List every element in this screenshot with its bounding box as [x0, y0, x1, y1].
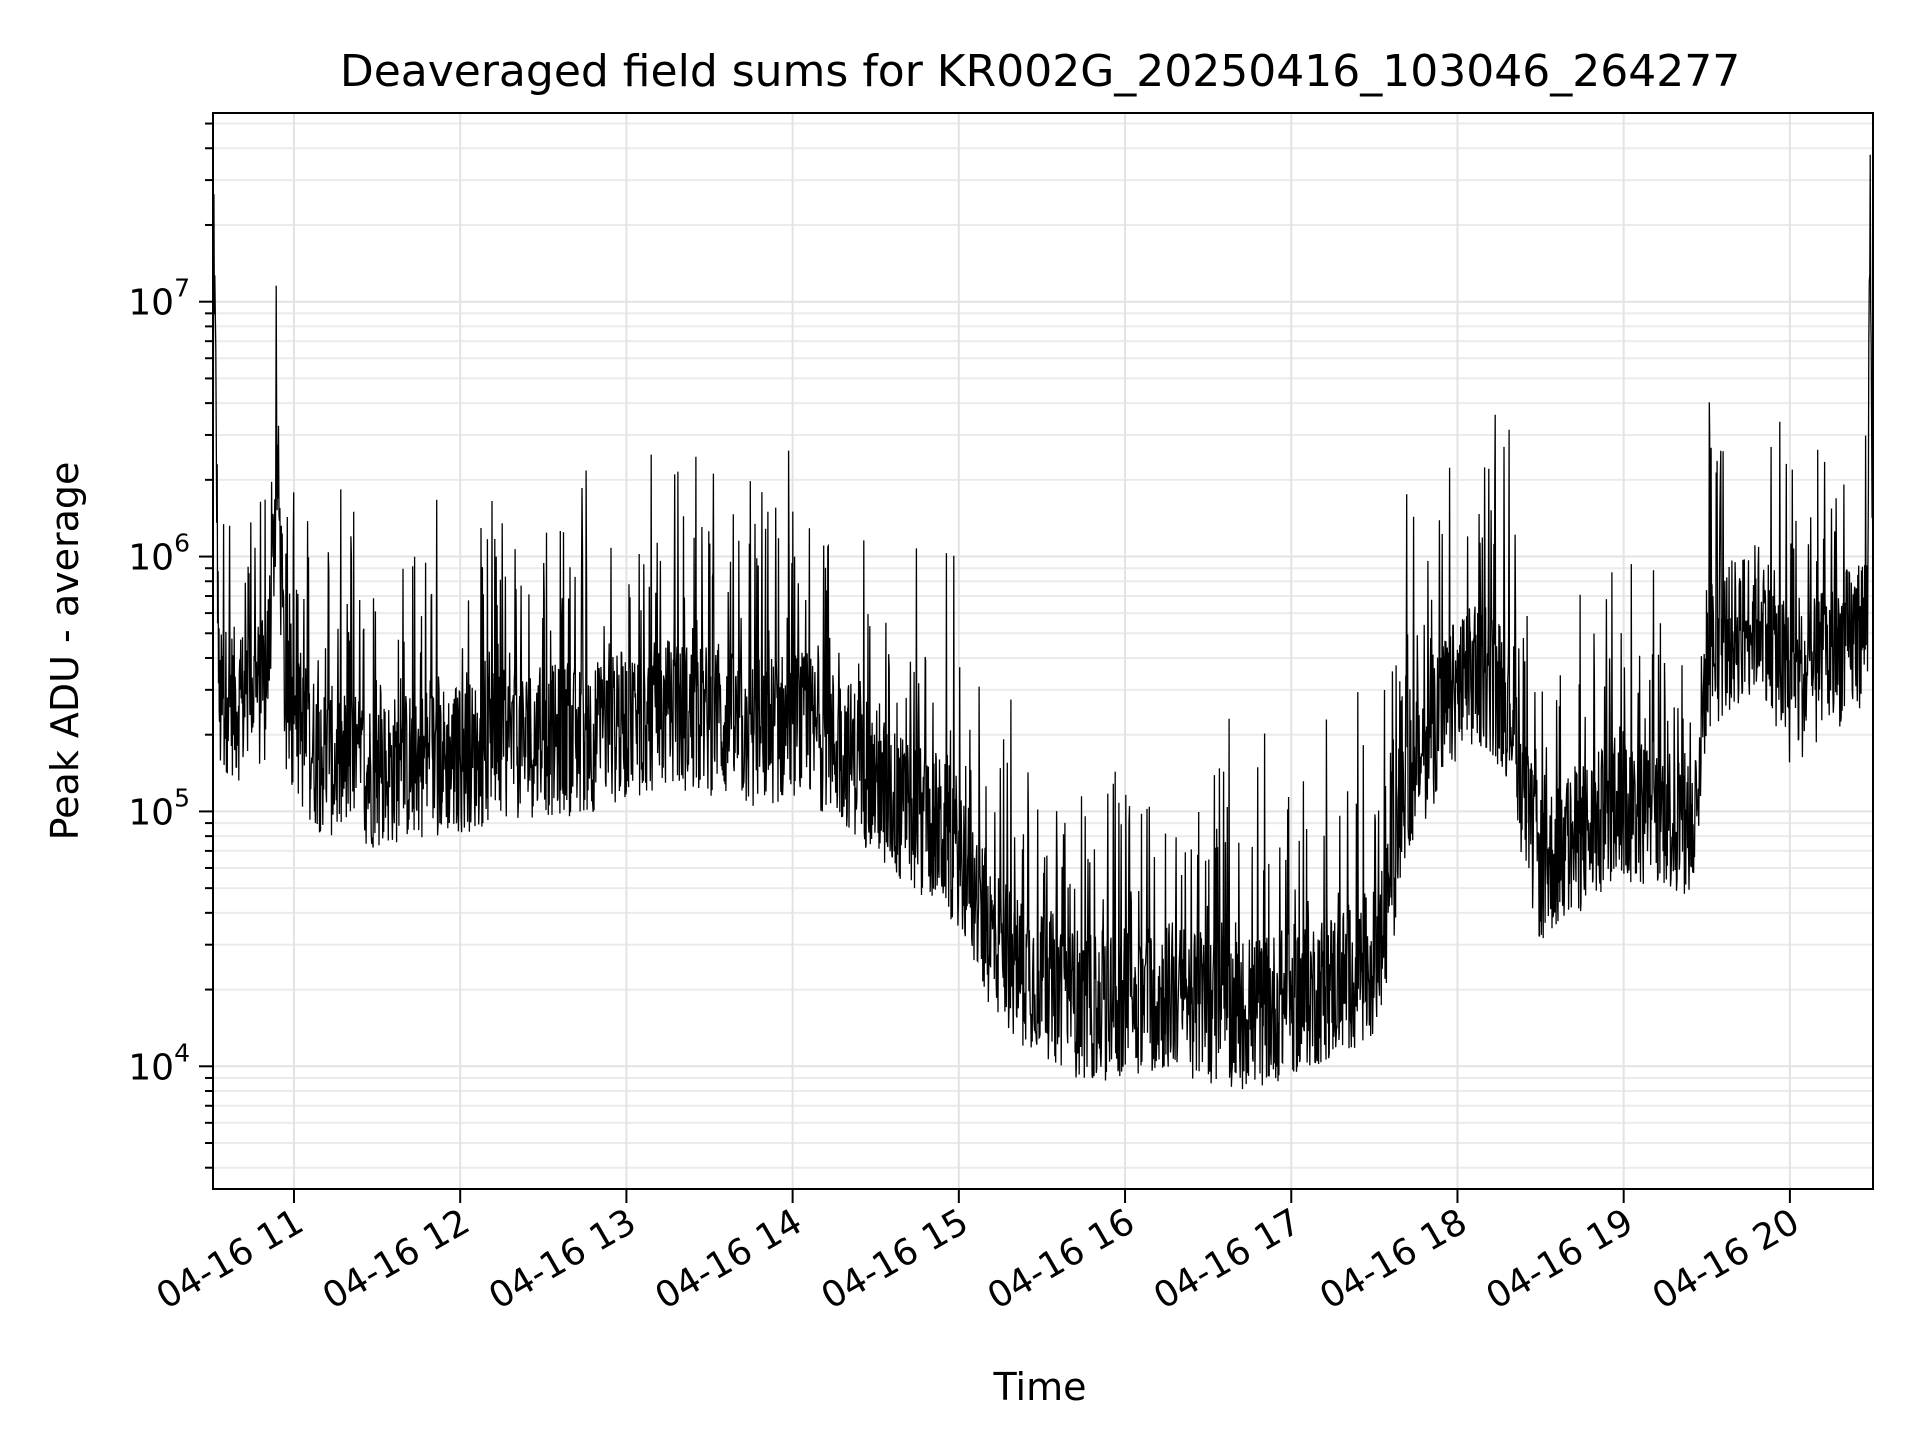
series-line	[213, 154, 1873, 1090]
x-axis-label: Time	[993, 1365, 1087, 1409]
chart-title: Deaveraged field sums for KR002G_2025041…	[340, 46, 1740, 97]
y-tick-label: 107	[128, 274, 190, 324]
y-axis-ticks: 104 105 106 107	[128, 122, 213, 1169]
y-tick-label: 106	[128, 529, 190, 579]
series-layer	[213, 154, 1873, 1090]
y-axis-label: Peak ADU - average	[43, 462, 87, 841]
y-tick-label: 105	[128, 783, 190, 833]
plot-frame	[212, 112, 1874, 1190]
y-tick-label: 104	[128, 1038, 190, 1088]
